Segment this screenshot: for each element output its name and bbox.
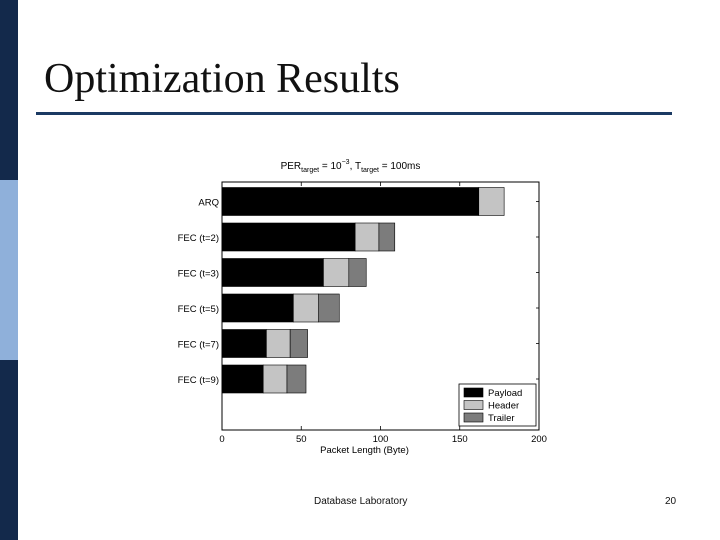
bar-header	[478, 187, 505, 216]
x-tick-label: 200	[531, 434, 547, 445]
chart-title-part: = 100ms	[379, 161, 420, 172]
bar-trailer	[348, 258, 367, 287]
bar-header	[354, 222, 380, 252]
bar-trailer	[286, 364, 307, 394]
y-tick-label: FEC (t=3)	[178, 269, 219, 280]
y-tick-label: ARQ	[198, 198, 219, 209]
y-tick-label: FEC (t=7)	[178, 340, 219, 351]
legend-swatch-header	[463, 400, 484, 410]
bar-header	[266, 329, 291, 358]
bar-header	[262, 364, 288, 394]
title-underline	[36, 112, 672, 115]
bar-payload	[221, 187, 480, 216]
legend-label: Trailer	[488, 413, 515, 424]
bar-payload	[221, 329, 267, 358]
legend-swatch-trailer	[463, 412, 484, 423]
chart-title-part: PER	[281, 161, 302, 172]
y-tick-label: FEC (t=2)	[178, 233, 219, 244]
bar-trailer	[318, 293, 340, 323]
x-tick-label: 50	[296, 434, 307, 445]
legend-label: Payload	[488, 388, 522, 399]
chart-title: PERtarget = 10−3, Ttarget = 100ms	[281, 159, 421, 174]
chart-title-part: target	[301, 167, 319, 174]
chart-title-part: = 10	[319, 161, 342, 172]
y-tick-label: FEC (t=5)	[178, 304, 219, 315]
bar-payload	[221, 364, 264, 394]
slide-title: Optimization Results	[44, 56, 400, 102]
x-tick-label: 100	[373, 434, 389, 445]
bar-trailer	[378, 222, 396, 252]
bar-payload	[221, 258, 324, 287]
bar-trailer	[289, 329, 308, 358]
x-tick-label: 0	[219, 434, 224, 445]
chart-title-part: , T	[350, 161, 361, 172]
chart-title-part: −3	[342, 159, 350, 166]
bar-header	[293, 293, 319, 323]
sidebar-middle-block	[0, 180, 18, 360]
footer-text: Database Laboratory	[314, 496, 408, 507]
chart-title-part: target	[361, 167, 379, 174]
stacked-bar-chart: PERtarget = 10−3, Ttarget = 100msARQFEC …	[178, 159, 547, 456]
bar-payload	[221, 222, 356, 252]
x-axis-label: Packet Length (Byte)	[320, 445, 409, 456]
bar-payload	[221, 293, 294, 323]
sidebar-bottom-block	[0, 360, 18, 540]
legend-swatch-payload	[463, 387, 484, 398]
legend-label: Header	[488, 401, 519, 412]
x-tick-label: 150	[452, 434, 468, 445]
page-number: 20	[665, 496, 677, 507]
sidebar-top-block	[0, 0, 18, 180]
bar-header	[323, 258, 350, 287]
y-tick-label: FEC (t=9)	[178, 375, 219, 386]
